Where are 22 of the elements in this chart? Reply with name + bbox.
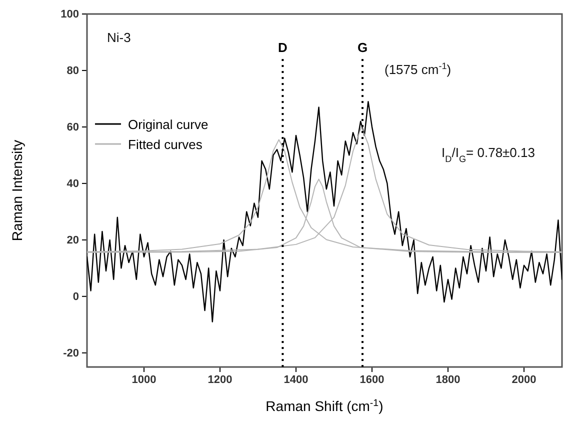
annotation: Ni-3 <box>107 30 131 45</box>
y-axis-title: Raman Intensity <box>9 140 25 242</box>
x-tick-label: 1000 <box>132 374 156 386</box>
legend-label: Fitted curves <box>128 137 203 152</box>
x-tick-label: 1800 <box>436 374 460 386</box>
legend-label: Original curve <box>128 117 208 132</box>
y-tick-label: 80 <box>66 65 79 77</box>
ref-line-label: G <box>357 40 368 55</box>
y-tick-label: 0 <box>72 290 79 303</box>
y-tick-label: -20 <box>63 347 79 360</box>
annotation: I$_{D}$/I$_{G}$= 0.78±0.13 <box>442 145 535 164</box>
x-axis-title: Raman Shift (cm$^{-1}$) <box>266 398 384 414</box>
ref-line-label: D <box>278 40 288 55</box>
x-tick-label: 1200 <box>208 374 232 386</box>
x-tick-label: 1400 <box>284 374 308 386</box>
y-tick-label: 20 <box>66 234 79 246</box>
x-tick-label: 2000 <box>512 374 536 386</box>
y-tick-label: 40 <box>66 178 79 190</box>
annotation: (1575 cm$^{-1}$) <box>384 61 452 77</box>
y-tick-label: 100 <box>60 8 79 21</box>
x-tick-label: 1600 <box>360 374 384 386</box>
y-tick-label: 60 <box>66 121 79 134</box>
